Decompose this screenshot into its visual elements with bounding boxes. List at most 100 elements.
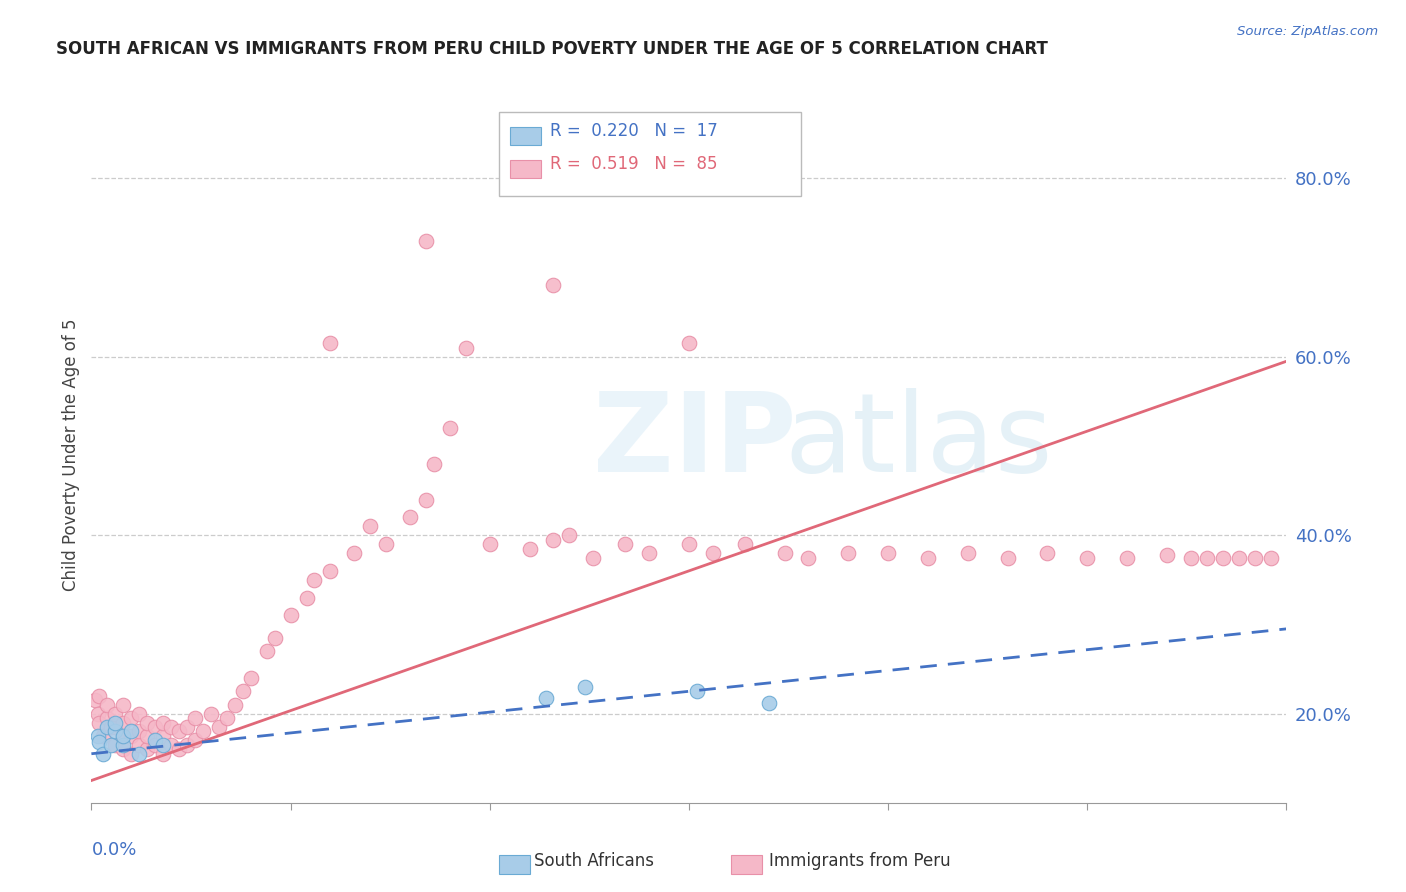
Point: [1156, 548, 1178, 562]
Point: [614, 537, 637, 551]
Point: [423, 457, 446, 471]
Point: [1036, 546, 1059, 560]
Point: [128, 724, 150, 739]
Point: [184, 711, 207, 725]
Point: [558, 528, 581, 542]
Point: [997, 550, 1019, 565]
Point: [176, 720, 198, 734]
Point: [375, 537, 398, 551]
Point: [574, 680, 596, 694]
Point: [160, 720, 183, 734]
Point: [454, 341, 477, 355]
Point: [93, 729, 115, 743]
Point: [678, 336, 700, 351]
Point: [304, 573, 326, 587]
Point: [399, 510, 422, 524]
Point: [1116, 550, 1139, 565]
Point: [84, 693, 107, 707]
Text: R =  0.519   N =  85: R = 0.519 N = 85: [550, 155, 717, 173]
Point: [128, 706, 150, 721]
Point: [319, 564, 342, 578]
Point: [89, 735, 111, 749]
Point: [120, 724, 142, 739]
Point: [543, 278, 565, 293]
Text: ZIP: ZIP: [593, 387, 797, 494]
Point: [224, 698, 246, 712]
Point: [208, 720, 231, 734]
Point: [93, 747, 115, 761]
Point: [1195, 550, 1218, 565]
Point: [96, 698, 118, 712]
Point: [280, 608, 302, 623]
Point: [534, 690, 557, 705]
Point: [143, 738, 166, 752]
Point: [104, 720, 127, 734]
Point: [256, 644, 278, 658]
Point: [184, 733, 207, 747]
Point: [112, 738, 135, 752]
Point: [104, 738, 127, 752]
Point: [136, 742, 159, 756]
Point: [686, 684, 709, 698]
Y-axis label: Child Poverty Under the Age of 5: Child Poverty Under the Age of 5: [62, 318, 80, 591]
Point: [200, 706, 222, 721]
Point: [519, 541, 541, 556]
Point: [152, 729, 174, 743]
Point: [359, 519, 381, 533]
Point: [112, 729, 135, 743]
Point: [917, 550, 939, 565]
Point: [152, 747, 174, 761]
Point: [1227, 550, 1250, 565]
Point: [120, 747, 142, 761]
Point: [582, 550, 605, 565]
Point: [956, 546, 979, 560]
Point: [120, 711, 142, 725]
Text: atlas: atlas: [785, 387, 1053, 494]
Point: [100, 720, 122, 734]
Point: [100, 738, 122, 752]
Point: [295, 591, 318, 605]
Point: [112, 742, 135, 756]
Point: [152, 738, 174, 752]
Point: [89, 715, 111, 730]
Point: [319, 336, 342, 351]
Point: [263, 631, 285, 645]
Point: [167, 724, 190, 739]
Point: [112, 729, 135, 743]
Text: SOUTH AFRICAN VS IMMIGRANTS FROM PERU CHILD POVERTY UNDER THE AGE OF 5 CORRELATI: SOUTH AFRICAN VS IMMIGRANTS FROM PERU CH…: [56, 40, 1047, 58]
Point: [543, 533, 565, 547]
Point: [232, 684, 254, 698]
Point: [143, 733, 166, 747]
Point: [104, 724, 127, 739]
Point: [87, 706, 110, 721]
Point: [104, 715, 127, 730]
Point: [415, 234, 437, 248]
Point: [176, 738, 198, 752]
Point: [239, 671, 262, 685]
Point: [191, 724, 214, 739]
Point: [112, 715, 135, 730]
Point: [478, 537, 501, 551]
Point: [1076, 550, 1098, 565]
Point: [797, 550, 820, 565]
Point: [773, 546, 796, 560]
Point: [160, 738, 183, 752]
Text: 0.0%: 0.0%: [91, 841, 136, 859]
Point: [143, 720, 166, 734]
Point: [877, 546, 900, 560]
Point: [112, 698, 135, 712]
Point: [1243, 550, 1265, 565]
Point: [215, 711, 238, 725]
Point: [439, 421, 461, 435]
Point: [343, 546, 366, 560]
Point: [96, 711, 118, 725]
Point: [837, 546, 859, 560]
Text: Immigrants from Peru: Immigrants from Peru: [769, 852, 950, 870]
Point: [638, 546, 661, 560]
Point: [734, 537, 756, 551]
Point: [678, 537, 700, 551]
Point: [167, 742, 190, 756]
Text: Source: ZipAtlas.com: Source: ZipAtlas.com: [1237, 25, 1378, 38]
Point: [128, 738, 150, 752]
Text: South Africans: South Africans: [534, 852, 654, 870]
